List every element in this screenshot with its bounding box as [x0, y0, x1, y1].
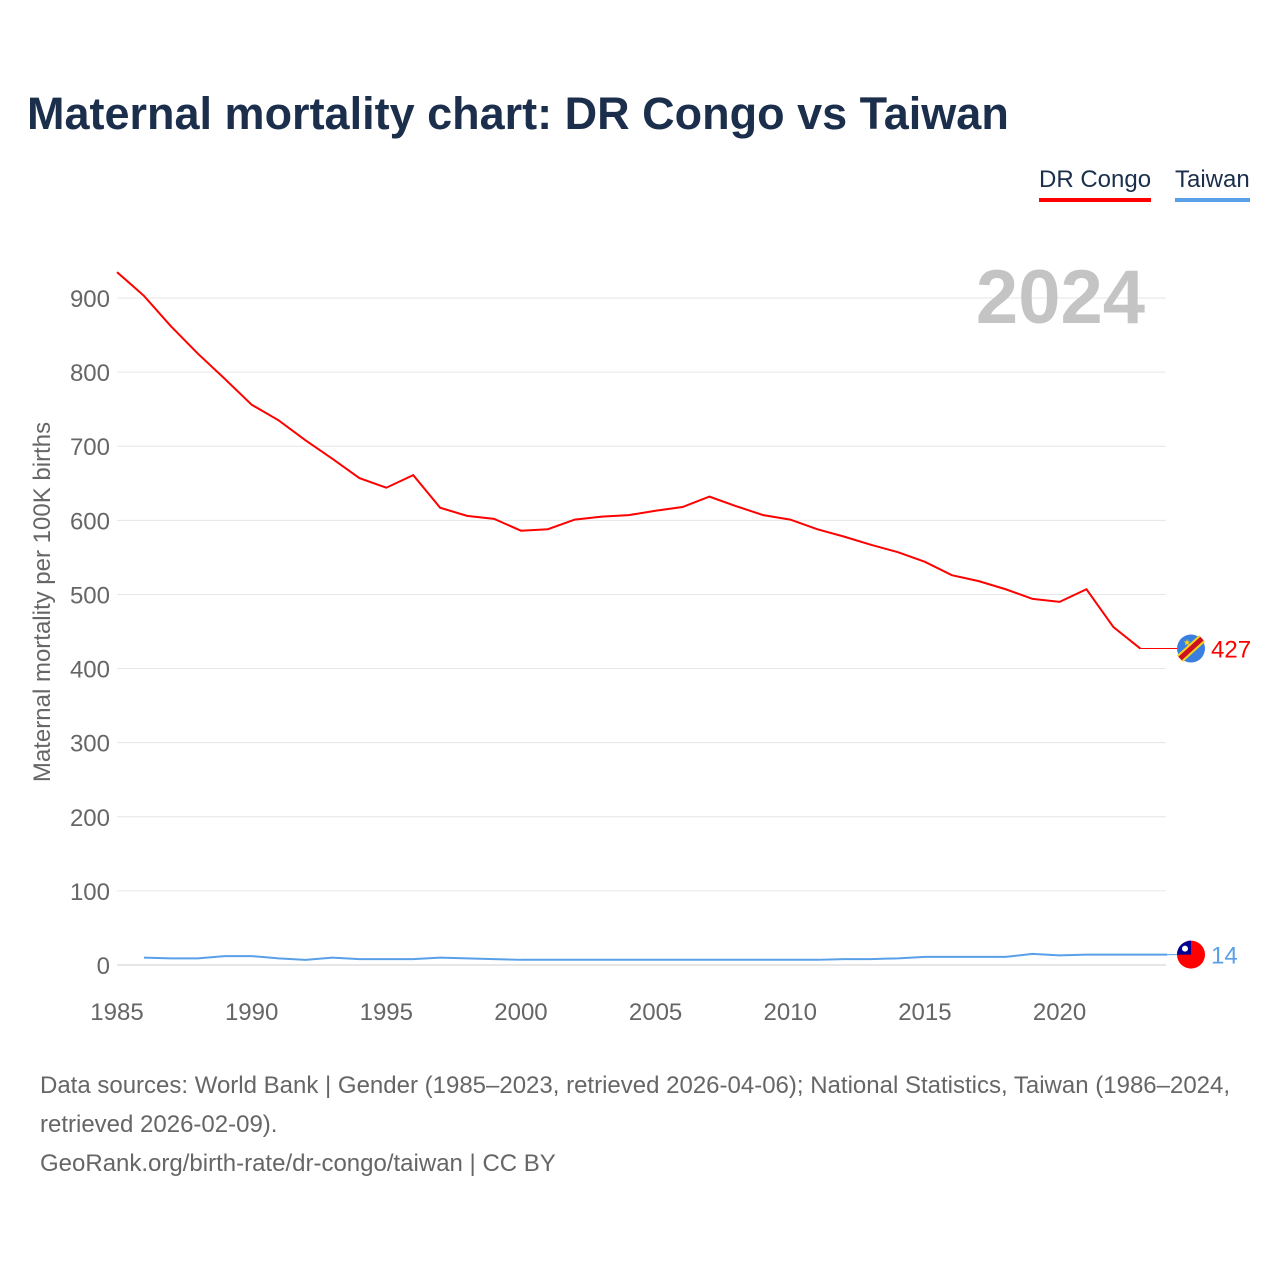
y-tick-label: 800 — [70, 360, 110, 387]
y-tick-label: 500 — [70, 582, 110, 609]
end-value-label: 427 — [1211, 637, 1251, 664]
x-tick-label: 2000 — [494, 999, 547, 1026]
source-note: Data sources: World Bank | Gender (1985–… — [40, 1066, 1240, 1183]
y-tick-label: 400 — [70, 657, 110, 684]
year-watermark: 2024 — [976, 255, 1145, 340]
taiwan-flag-icon — [1177, 940, 1205, 969]
y-tick-label: 300 — [70, 731, 110, 758]
y-tick-label: 700 — [70, 434, 110, 461]
x-tick-label: 2010 — [764, 999, 817, 1026]
plot-area: 0 100 200 300 400 500 600 700 800 900 1985 1990 1995… — [29, 255, 1251, 1026]
series-line-taiwan — [143, 952, 1168, 961]
x-tick-label: 1995 — [360, 999, 413, 1026]
x-tick-label: 2015 — [898, 999, 951, 1026]
y-tick-label: 900 — [70, 286, 110, 313]
y-axis-label: Maternal mortality per 100K births — [29, 422, 56, 782]
end-value-label: 14 — [1211, 943, 1238, 970]
series-line-dr-congo — [116, 271, 1141, 650]
x-tick-label: 1985 — [90, 999, 143, 1026]
legend-dr-congo[interactable]: DR Congo — [1039, 166, 1152, 202]
y-tick-label: 600 — [70, 508, 110, 535]
dr-congo-flag-icon: ★ — [1176, 634, 1206, 663]
chart-title: Maternal mortality chart: DR Congo vs Ta… — [27, 88, 1009, 139]
svg-text:★: ★ — [1183, 638, 1191, 648]
legend-taiwan[interactable]: Taiwan — [1175, 166, 1250, 202]
x-tick-label: 2005 — [629, 999, 682, 1026]
y-tick-label: 0 — [97, 953, 110, 980]
x-tick-label: 1990 — [225, 999, 278, 1026]
source-text: Data sources: World Bank | Gender (1985–… — [40, 1072, 1231, 1138]
x-tick-label: 2020 — [1033, 999, 1086, 1026]
source-link[interactable]: GeoRank.org/birth-rate/dr-congo/taiwan |… — [40, 1150, 556, 1177]
y-tick-label: 200 — [70, 805, 110, 832]
y-tick-label: 100 — [70, 879, 110, 906]
